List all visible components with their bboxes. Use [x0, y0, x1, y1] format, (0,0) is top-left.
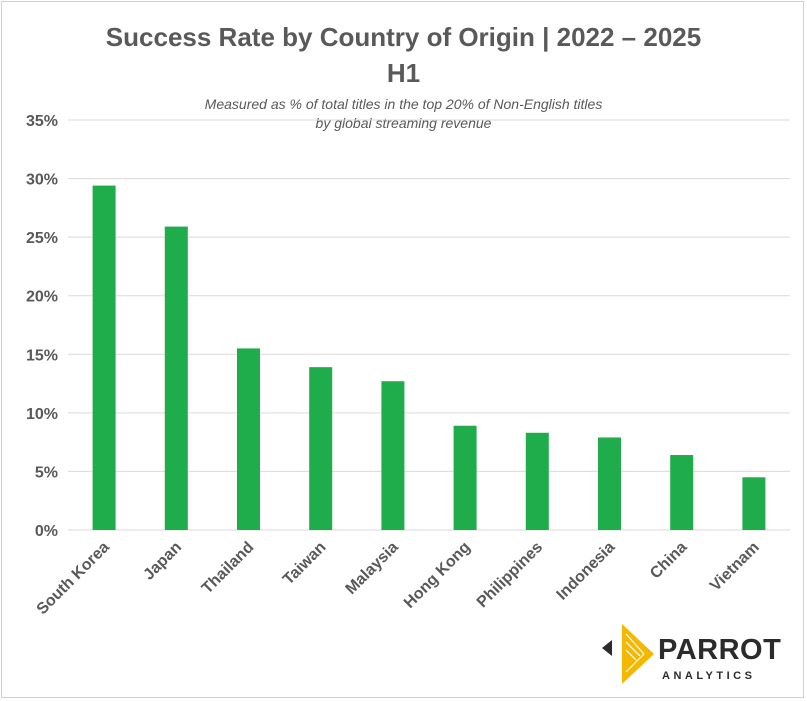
- chart-subtitle-line2: by global streaming revenue: [315, 115, 492, 131]
- y-tick-label: 10%: [26, 406, 58, 423]
- y-tick-label: 0%: [35, 523, 58, 540]
- x-tick-label: Japan: [140, 539, 185, 584]
- bar-taiwan: [309, 367, 333, 530]
- bar-vietnam: [742, 477, 766, 530]
- bar-japan: [164, 226, 188, 530]
- y-tick-label: 20%: [26, 289, 58, 306]
- y-tick-label: 30%: [26, 172, 58, 189]
- bar-thailand: [237, 348, 260, 530]
- x-tick-label: China: [647, 539, 691, 583]
- bar-malaysia: [381, 381, 405, 530]
- chart-title: Success Rate by Country of Origin | 2022…: [105, 22, 702, 52]
- x-tick-label: Philippines: [474, 539, 546, 611]
- x-tick-label: Indonesia: [553, 539, 618, 604]
- logo-arrow-icon: [602, 640, 612, 656]
- x-tick-label: Thailand: [199, 539, 258, 598]
- logo-name: PARROT: [658, 634, 782, 666]
- parrot-analytics-logo: PARROT ANALYTICS: [600, 620, 790, 690]
- y-tick-label: 35%: [26, 113, 58, 130]
- bar-south-korea: [92, 185, 116, 530]
- bar-philippines: [525, 432, 549, 530]
- x-tick-label: Taiwan: [280, 539, 330, 589]
- logo-tagline: ANALYTICS: [662, 670, 756, 682]
- x-tick-label: South Korea: [34, 539, 113, 618]
- logo-mark-icon: [622, 624, 654, 684]
- bar-hong-kong: [453, 425, 477, 530]
- bar-indonesia: [598, 437, 621, 530]
- x-tick-label: Vietnam: [707, 539, 763, 595]
- y-tick-label: 25%: [26, 230, 58, 247]
- y-tick-label: 5%: [35, 464, 58, 481]
- x-tick-label: Malaysia: [343, 539, 402, 598]
- chart-subtitle-line1: Measured as % of total titles in the top…: [204, 96, 603, 112]
- y-tick-label: 15%: [26, 347, 58, 364]
- bar-china: [670, 455, 694, 530]
- chart-title-line2: H1: [386, 58, 421, 88]
- x-tick-label: Hong Kong: [401, 539, 474, 612]
